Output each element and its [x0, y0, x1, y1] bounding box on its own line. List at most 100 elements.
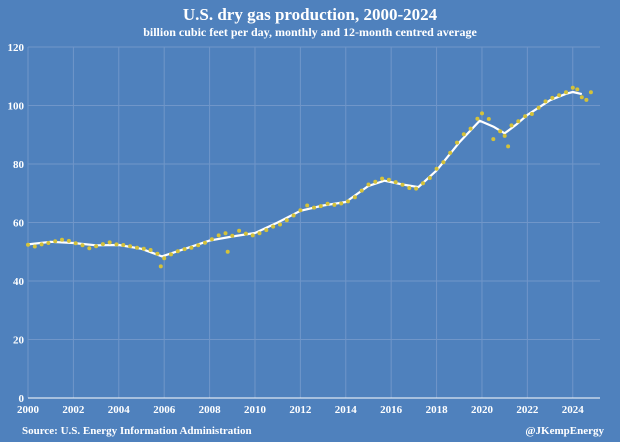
- x-tick-label: 2014: [335, 404, 358, 416]
- monthly-point: [498, 129, 503, 134]
- monthly-point: [346, 199, 350, 204]
- monthly-point: [386, 177, 391, 182]
- monthly-point: [189, 245, 194, 250]
- monthly-point: [550, 95, 555, 100]
- monthly-point: [427, 176, 432, 180]
- monthly-point: [291, 213, 296, 218]
- monthly-point: [468, 126, 473, 131]
- monthly-point: [584, 97, 589, 102]
- monthly-point: [366, 182, 371, 187]
- monthly-point: [318, 204, 323, 209]
- monthly-point: [509, 123, 514, 128]
- monthly-point: [502, 133, 507, 138]
- monthly-point: [66, 238, 71, 243]
- monthly-point: [26, 242, 30, 247]
- monthly-point: [380, 176, 385, 181]
- monthly-point: [575, 87, 580, 92]
- credit-handle: @JKempEnergy: [525, 425, 604, 437]
- monthly-point: [332, 202, 337, 207]
- monthly-point: [175, 249, 180, 254]
- monthly-point: [570, 85, 575, 90]
- monthly-point: [46, 241, 51, 245]
- monthly-point: [223, 231, 228, 236]
- monthly-point: [60, 237, 64, 242]
- monthly-point: [400, 182, 405, 187]
- monthly-point: [579, 95, 584, 100]
- monthly-point: [588, 90, 593, 95]
- x-tick-label: 2006: [153, 404, 176, 416]
- monthly-point: [455, 140, 459, 145]
- x-tick-label: 2020: [471, 404, 494, 416]
- x-tick-label: 2008: [199, 404, 222, 416]
- monthly-point: [230, 233, 235, 238]
- monthly-point: [421, 181, 425, 186]
- monthly-point: [339, 201, 344, 206]
- monthly-point: [516, 119, 521, 124]
- monthly-point: [264, 228, 269, 233]
- monthly-point: [543, 99, 548, 104]
- monthly-point: [536, 105, 541, 110]
- monthly-point: [486, 117, 491, 121]
- monthly-point: [196, 243, 201, 248]
- monthly-series: [26, 85, 593, 269]
- monthly-point: [557, 93, 562, 98]
- monthly-point: [158, 264, 163, 269]
- chart-subtitle: billion cubic feet per day, monthly and …: [143, 25, 477, 39]
- monthly-point: [128, 244, 133, 249]
- monthly-point: [73, 241, 78, 246]
- y-tick-label: 0: [19, 393, 25, 405]
- monthly-point: [393, 180, 398, 185]
- monthly-point: [148, 248, 153, 252]
- monthly-point: [32, 244, 37, 249]
- monthly-point: [441, 160, 446, 165]
- monthly-point: [87, 246, 92, 251]
- y-tick-label: 120: [8, 42, 25, 54]
- monthly-point: [225, 249, 230, 254]
- x-tick-label: 2012: [289, 404, 312, 416]
- monthly-point: [414, 186, 419, 191]
- monthly-point: [203, 240, 207, 245]
- monthly-point: [271, 224, 276, 229]
- monthly-point: [107, 240, 112, 245]
- x-tick-label: 2022: [516, 404, 539, 416]
- source-note: Source: U.S. Energy Information Administ…: [22, 425, 252, 437]
- monthly-point: [352, 195, 357, 200]
- y-tick-label: 60: [13, 218, 25, 230]
- monthly-point: [182, 247, 187, 252]
- y-tick-label: 80: [13, 159, 25, 171]
- monthly-point: [135, 245, 139, 250]
- monthly-point: [114, 242, 119, 247]
- monthly-point: [359, 188, 364, 193]
- monthly-point: [523, 114, 528, 119]
- x-tick-labels: 2000 2002 2004 2006 2008 2010 2012 2014 2016 2018…: [17, 404, 584, 416]
- monthly-point: [475, 116, 480, 121]
- monthly-point: [209, 237, 214, 242]
- monthly-point: [162, 256, 167, 261]
- monthly-point: [94, 244, 99, 249]
- y-tick-label: 40: [13, 276, 25, 288]
- monthly-point: [325, 201, 330, 206]
- monthly-point: [53, 239, 58, 244]
- x-tick-label: 2024: [562, 404, 585, 416]
- y-tick-label: 100: [8, 101, 25, 113]
- x-tick-label: 2010: [244, 404, 267, 416]
- monthly-point: [448, 150, 453, 155]
- monthly-point: [257, 231, 262, 236]
- monthly-point: [434, 166, 439, 171]
- monthly-point: [250, 233, 255, 238]
- x-tick-label: 2018: [426, 404, 449, 416]
- x-tick-label: 2000: [17, 404, 40, 416]
- x-tick-label: 2016: [380, 404, 403, 416]
- x-tick-label: 2002: [62, 404, 85, 416]
- y-tick-labels: 0 20 40 60 80 100 120: [8, 42, 25, 405]
- monthly-point: [237, 228, 242, 233]
- monthly-point: [298, 208, 303, 213]
- monthly-point: [506, 144, 511, 149]
- monthly-point: [155, 251, 160, 256]
- monthly-point: [278, 222, 282, 227]
- monthly-point: [373, 179, 378, 184]
- monthly-point: [100, 242, 105, 247]
- monthly-point: [491, 137, 496, 142]
- monthly-point: [564, 90, 568, 95]
